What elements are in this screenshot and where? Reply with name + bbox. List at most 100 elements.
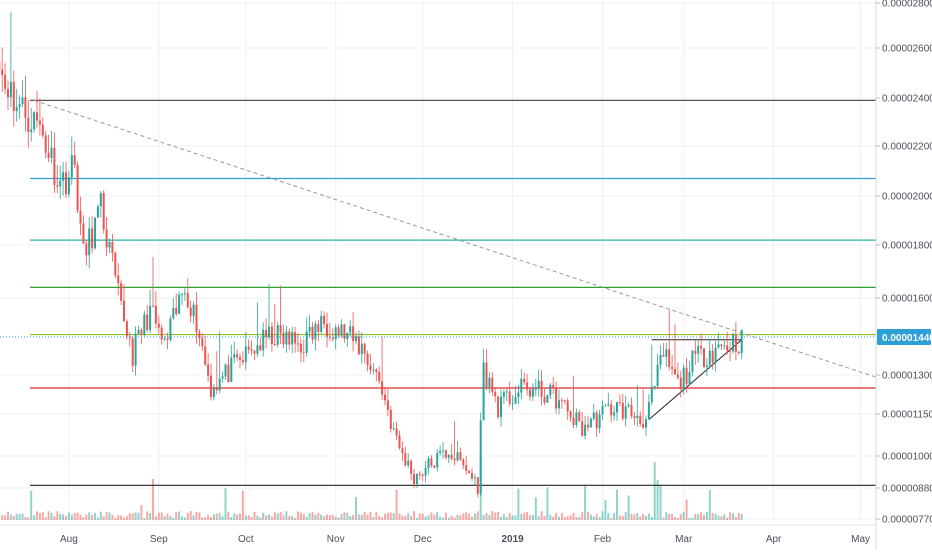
volume-bar	[364, 512, 366, 520]
candle-body	[13, 82, 15, 111]
volume-bar	[697, 514, 699, 520]
candle-body	[152, 306, 154, 307]
candle-body	[625, 406, 627, 418]
volume-bar	[442, 518, 444, 520]
volume-bar	[581, 512, 583, 520]
volume-bar	[251, 517, 253, 520]
volume-bar	[674, 517, 676, 520]
time-tick-label: 2019	[501, 534, 524, 545]
volume-bar	[314, 515, 316, 520]
candle-body	[7, 89, 9, 97]
candle-body	[599, 414, 601, 428]
candle-body	[546, 395, 548, 403]
volume-bar	[48, 511, 50, 520]
candle-body	[178, 295, 180, 314]
candle-body	[106, 229, 108, 247]
candle-body	[317, 324, 319, 332]
volume-bar	[335, 517, 337, 520]
candle-body	[123, 301, 125, 321]
candle-body	[654, 386, 656, 387]
volume-bar	[120, 516, 122, 520]
current-price-text: 0.00001440	[882, 333, 932, 344]
candle-body	[497, 396, 499, 417]
candle-body	[468, 471, 470, 473]
volume-bar	[216, 514, 218, 520]
candle-body	[190, 307, 192, 316]
candle-body	[245, 347, 247, 362]
volume-bar	[68, 512, 70, 520]
volume-bar	[436, 512, 438, 520]
candle-body	[686, 368, 688, 384]
candle-body	[372, 370, 374, 371]
candle-body	[24, 97, 26, 117]
candle-body	[285, 331, 287, 344]
candle-body	[132, 338, 134, 366]
candle-body	[196, 305, 198, 333]
volume-bar	[546, 487, 548, 520]
candle-body	[660, 355, 662, 365]
candle-body	[674, 369, 676, 375]
candle-body	[677, 375, 679, 378]
volume-bar	[578, 517, 580, 520]
candle-body	[172, 308, 174, 319]
candle-body	[448, 455, 450, 458]
candle-body	[399, 435, 401, 448]
candle-body	[332, 338, 334, 339]
candle-body	[616, 402, 618, 412]
candle-body	[236, 354, 238, 357]
volume-bar	[509, 513, 511, 520]
volume-bar	[671, 514, 673, 520]
candle-body	[352, 326, 354, 341]
candle-body	[193, 305, 195, 316]
candle-body	[48, 153, 50, 158]
price-axis[interactable]: 0.000028000.000026000.000024000.00002200…	[876, 0, 932, 550]
candle-body	[22, 97, 24, 104]
volume-bar	[564, 517, 566, 520]
candle-body	[602, 406, 604, 414]
candle-body	[4, 75, 6, 89]
volume-bar	[628, 496, 630, 520]
candle-body	[657, 365, 659, 386]
volume-bar	[230, 517, 232, 520]
volume-bar	[42, 512, 44, 520]
volume-bar	[132, 513, 134, 520]
volume-bar	[155, 516, 157, 520]
candle-body	[251, 349, 253, 350]
candle-body	[535, 389, 537, 390]
candle-body	[227, 365, 229, 382]
volume-bar	[384, 514, 386, 520]
candle-body	[216, 388, 218, 390]
candle-body	[77, 165, 79, 210]
candle-body	[309, 327, 311, 332]
candle-body	[500, 397, 502, 417]
volume-bar	[715, 514, 717, 520]
volume-bar	[167, 513, 169, 520]
candle-body	[570, 411, 572, 417]
candle-body	[454, 459, 456, 461]
volume-bar	[143, 518, 145, 520]
candle-body	[555, 388, 557, 408]
volume-bar	[660, 485, 662, 520]
volume-bar	[236, 515, 238, 520]
volume-bar	[109, 512, 111, 520]
candle-body	[91, 228, 93, 248]
candle-body	[390, 410, 392, 429]
volume-bar	[573, 513, 575, 520]
candle-body	[68, 177, 70, 194]
candle-body	[277, 325, 279, 345]
volume-bar	[326, 515, 328, 520]
candle-body	[300, 344, 302, 353]
candle-body	[541, 381, 543, 397]
volume-bar	[587, 512, 589, 520]
candle-body	[549, 385, 551, 395]
candle-body	[361, 344, 363, 355]
candle-body	[97, 206, 99, 217]
candle-body	[30, 130, 32, 133]
volume-bar	[36, 511, 38, 520]
volume-bar	[239, 514, 241, 520]
candle-body	[471, 473, 473, 478]
volume-bar	[459, 515, 461, 520]
volume-bar	[225, 488, 227, 520]
